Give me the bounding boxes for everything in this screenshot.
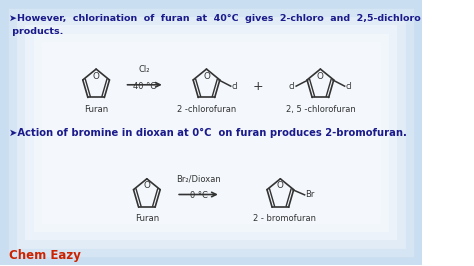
Text: Br: Br [306,190,315,199]
Text: O: O [93,72,100,81]
Text: 2, 5 -chlorofuran: 2, 5 -chlorofuran [285,105,356,114]
Text: Chem Eazy: Chem Eazy [9,249,81,262]
Text: cl: cl [232,82,238,91]
Text: O: O [317,72,324,81]
Text: +: + [253,80,264,93]
Text: cl: cl [289,82,295,91]
Text: ➤Action of bromine in dioxan at 0°C  on furan produces 2-bromofuran.: ➤Action of bromine in dioxan at 0°C on f… [9,128,407,138]
Text: 2 -chlorofuran: 2 -chlorofuran [177,105,236,114]
Text: O: O [277,181,284,190]
Text: Cl₂: Cl₂ [139,65,150,74]
Text: O: O [203,72,210,81]
Text: 40 °C: 40 °C [133,82,156,91]
Text: Br₂/Dioxan: Br₂/Dioxan [176,174,221,184]
Text: 0 °C: 0 °C [190,192,208,201]
Text: Furan: Furan [84,105,108,114]
Text: Furan: Furan [135,214,159,223]
Text: O: O [144,181,150,190]
Text: ➤However,  chlorination  of  furan  at  40°C  gives  2-chloro  and  2,5-dichloro: ➤However, chlorination of furan at 40°C … [9,14,420,23]
Text: 2 - bromofuran: 2 - bromofuran [253,214,316,223]
Text: products.: products. [9,27,63,36]
Text: cl: cl [346,82,352,91]
